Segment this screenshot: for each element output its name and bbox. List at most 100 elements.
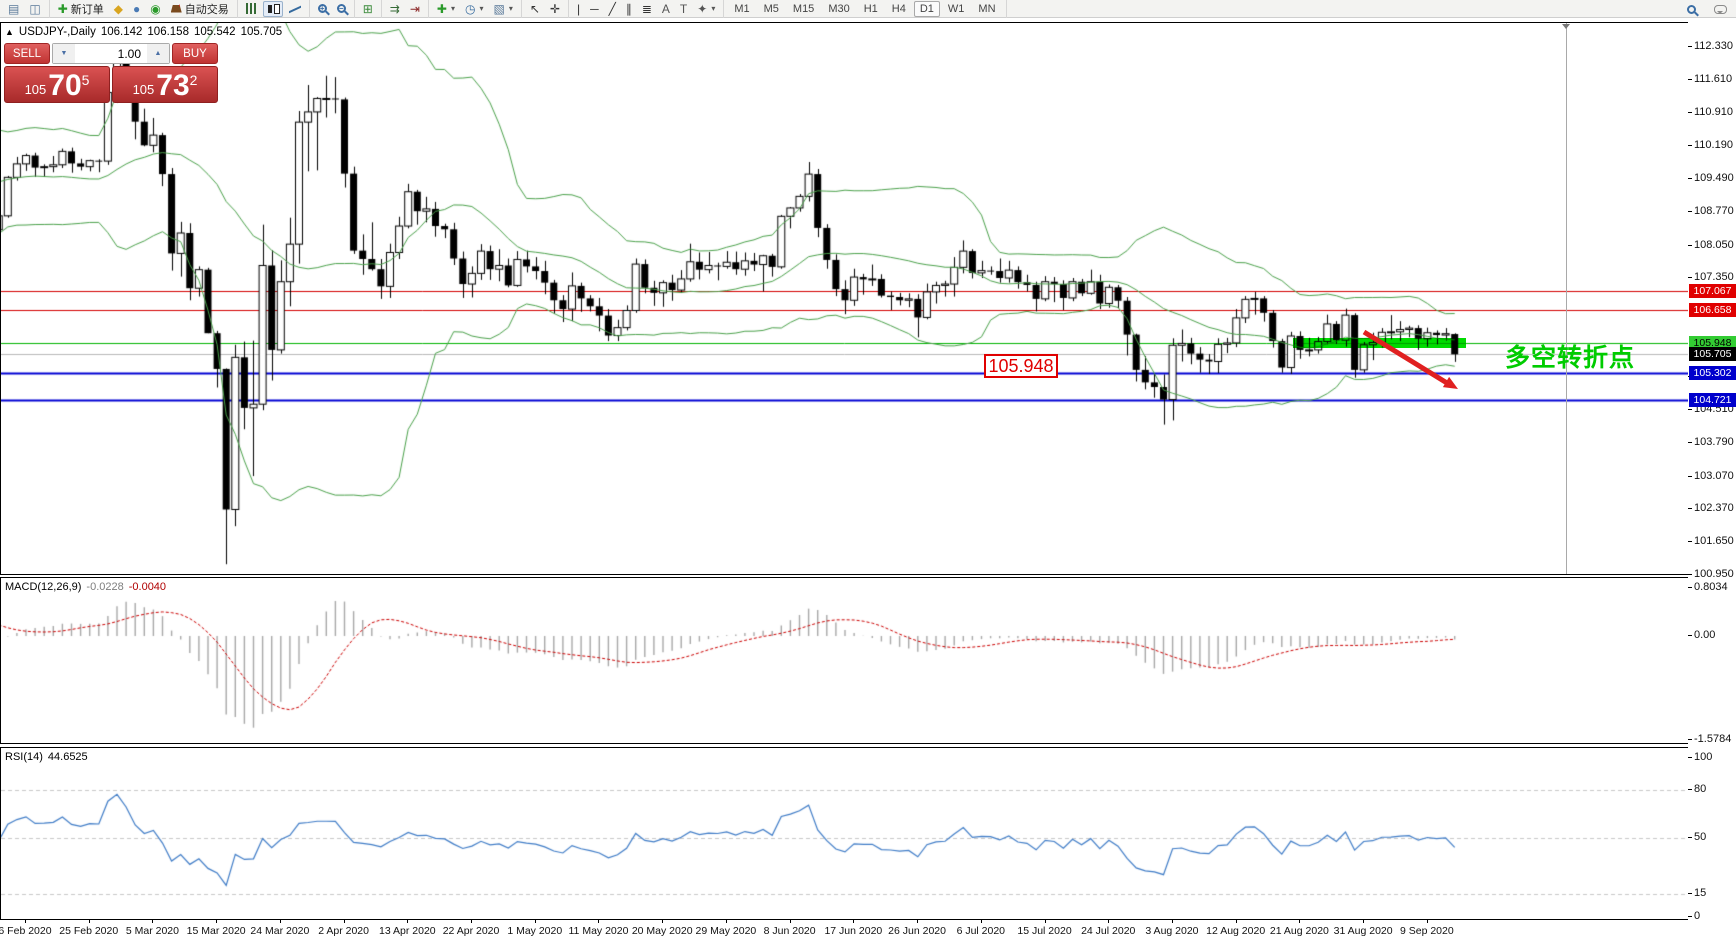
horizontal-line-button[interactable]: ─	[586, 1, 603, 17]
timeframe-h4-button[interactable]: H4	[891, 2, 906, 15]
community-button[interactable]: ●	[129, 1, 144, 17]
rsi-tick-label: 15	[1687, 887, 1707, 899]
date-label: 25 Feb 2020	[59, 925, 119, 937]
vertical-line-button[interactable]: |	[573, 1, 584, 17]
toolbar-right-group	[1682, 0, 1732, 18]
rsi-tick-label: 50	[1687, 831, 1707, 843]
timeframe-m15-button[interactable]: M15	[792, 2, 815, 15]
price-tick-label: 108.770	[1688, 205, 1734, 218]
tile-windows-button[interactable]: ⊞	[359, 1, 377, 17]
bar-chart-button[interactable]	[242, 1, 261, 17]
toolbar-group: ✚ ▾ ◷ ▾ ▧ ▾	[429, 0, 522, 18]
timeframe-m5-button[interactable]: M5	[763, 2, 779, 15]
metaeditor-icon: ◆	[113, 1, 123, 16]
metaeditor-button[interactable]: ◆	[110, 1, 127, 17]
trendline-button[interactable]: ╱	[605, 1, 620, 17]
timeframe-m30-button[interactable]: M30	[828, 2, 850, 15]
date-tick	[471, 920, 473, 923]
templates-dropdown-icon[interactable]: ▾	[508, 4, 513, 13]
date-tick	[25, 920, 26, 923]
timeframe-m1-button[interactable]: M1	[734, 2, 750, 15]
date-tick	[216, 920, 218, 923]
price-tick-label: 108.050	[1688, 238, 1734, 251]
new-order-label: 新订单	[70, 3, 104, 16]
line-chart-button[interactable]	[285, 1, 305, 17]
equidistant-channel-button[interactable]: ∥	[622, 1, 636, 17]
chart-shift-marker-icon[interactable]	[1562, 24, 1570, 33]
timeframe-mn-button[interactable]: MN	[978, 2, 996, 15]
indicators-dropdown-icon[interactable]: ▾	[450, 4, 455, 13]
fibonacci-button[interactable]: ≣	[638, 1, 656, 17]
zoom-in-button[interactable]: +	[314, 1, 331, 17]
volume-decrease-button[interactable]: ▼	[53, 44, 75, 63]
new-order-icon: ✚	[57, 1, 68, 16]
date-tick	[853, 920, 855, 923]
date-label: 2 Apr 2020	[318, 925, 369, 937]
line-chart-icon	[289, 4, 301, 14]
templates-button[interactable]: ▧ ▾	[489, 1, 516, 17]
date-tick	[1108, 920, 1110, 923]
buy-button[interactable]: BUY	[172, 43, 218, 64]
price-note-label[interactable]: 105.948	[984, 354, 1058, 378]
arrows-tool-dropdown-icon[interactable]: ▾	[711, 4, 716, 13]
indicators-button[interactable]: ✚ ▾	[433, 1, 459, 17]
new-order-button[interactable]: ✚ 新订单	[54, 1, 108, 17]
date-axis[interactable]: 6 Feb 2020 25 Feb 2020 5 Mar 2020 15 Mar 20…	[0, 920, 1688, 940]
search-icon	[1687, 4, 1696, 14]
arrows-tool-button[interactable]: ✦ ▾	[693, 1, 719, 17]
price-tick-label: 109.490	[1688, 171, 1734, 184]
volume-increase-button[interactable]: ▲	[147, 44, 169, 63]
cursor-button[interactable]: ↖	[526, 1, 544, 17]
zoom-out-button[interactable]: −	[333, 1, 350, 17]
red-trend-arrow[interactable]	[1351, 323, 1471, 407]
chat-button[interactable]	[1710, 1, 1731, 17]
profiles-button[interactable]: ◫	[25, 1, 44, 17]
timeframe-w1-button[interactable]: W1	[947, 2, 965, 15]
price-badge: 107.067	[1689, 284, 1736, 299]
macd-pane[interactable]: MACD(12,26,9) -0.0228 -0.0040	[0, 577, 1689, 744]
macd-canvas[interactable]	[1, 578, 1688, 743]
crosshair-button[interactable]: ✛	[546, 1, 564, 17]
date-label: 1 May 2020	[507, 925, 563, 937]
timeframe-h1-button[interactable]: H1	[863, 2, 878, 15]
chart-shift-button[interactable]: ⇥	[406, 1, 424, 17]
timeframe-d1-button[interactable]: D1	[913, 0, 940, 17]
candle-chart-button[interactable]	[262, 0, 283, 17]
sell-price-display[interactable]: 105 70 5	[4, 66, 110, 103]
one-click-collapse-icon[interactable]: ▲	[5, 27, 14, 37]
date-tick	[598, 920, 600, 923]
autotrading-button[interactable]: 自动交易	[167, 1, 233, 17]
chart-shift-line	[1566, 23, 1567, 574]
auto-scroll-button[interactable]: ⇉	[386, 1, 404, 17]
main-chart-pane[interactable]: 105.948 多空转折点 ▲ USDJPY-,Daily 106.142 10…	[0, 22, 1689, 575]
trendline-icon: ╱	[608, 1, 616, 16]
date-tick	[917, 920, 919, 923]
low-value: 105.542	[193, 26, 236, 38]
sell-price-big-figure: 105	[24, 82, 47, 97]
rsi-tick-label: 100	[1687, 751, 1713, 763]
price-axis[interactable]: 112.330 111.610 110.910 110.190 109.490 108.7…	[1687, 18, 1736, 940]
sell-button[interactable]: SELL	[4, 43, 50, 64]
periods-dropdown-icon[interactable]: ▾	[479, 4, 484, 13]
search-button[interactable]	[1683, 1, 1700, 17]
text-button[interactable]: A	[658, 1, 674, 17]
text-label-icon: T	[679, 1, 688, 16]
volume-value[interactable]: 1.00	[117, 46, 141, 61]
date-label: 9 Sep 2020	[1399, 925, 1454, 937]
date-tick	[152, 920, 154, 923]
buy-price-display[interactable]: 105 73 2	[112, 66, 218, 103]
toolbar-group: ▤ ◫	[0, 0, 50, 18]
one-click-trading-panel: SELL ▼ 1.00 ▲ BUY 105 70 5 105 73 2	[4, 43, 218, 103]
signals-button[interactable]: ◉	[146, 1, 164, 17]
periods-button[interactable]: ◷ ▾	[461, 1, 488, 17]
new-chart-button[interactable]: ▤	[4, 1, 23, 17]
auto-scroll-icon: ⇉	[389, 1, 400, 16]
rsi-canvas[interactable]	[1, 748, 1688, 919]
text-label-button[interactable]: T	[676, 1, 691, 17]
price-badge: 106.658	[1689, 303, 1736, 318]
volume-field: ▼ 1.00 ▲	[52, 43, 170, 64]
candlestick-canvas[interactable]	[1, 23, 1688, 574]
cn-annotation-text[interactable]: 多空转折点	[1505, 344, 1636, 372]
rsi-pane[interactable]: RSI(14) 44.6525	[0, 747, 1689, 920]
